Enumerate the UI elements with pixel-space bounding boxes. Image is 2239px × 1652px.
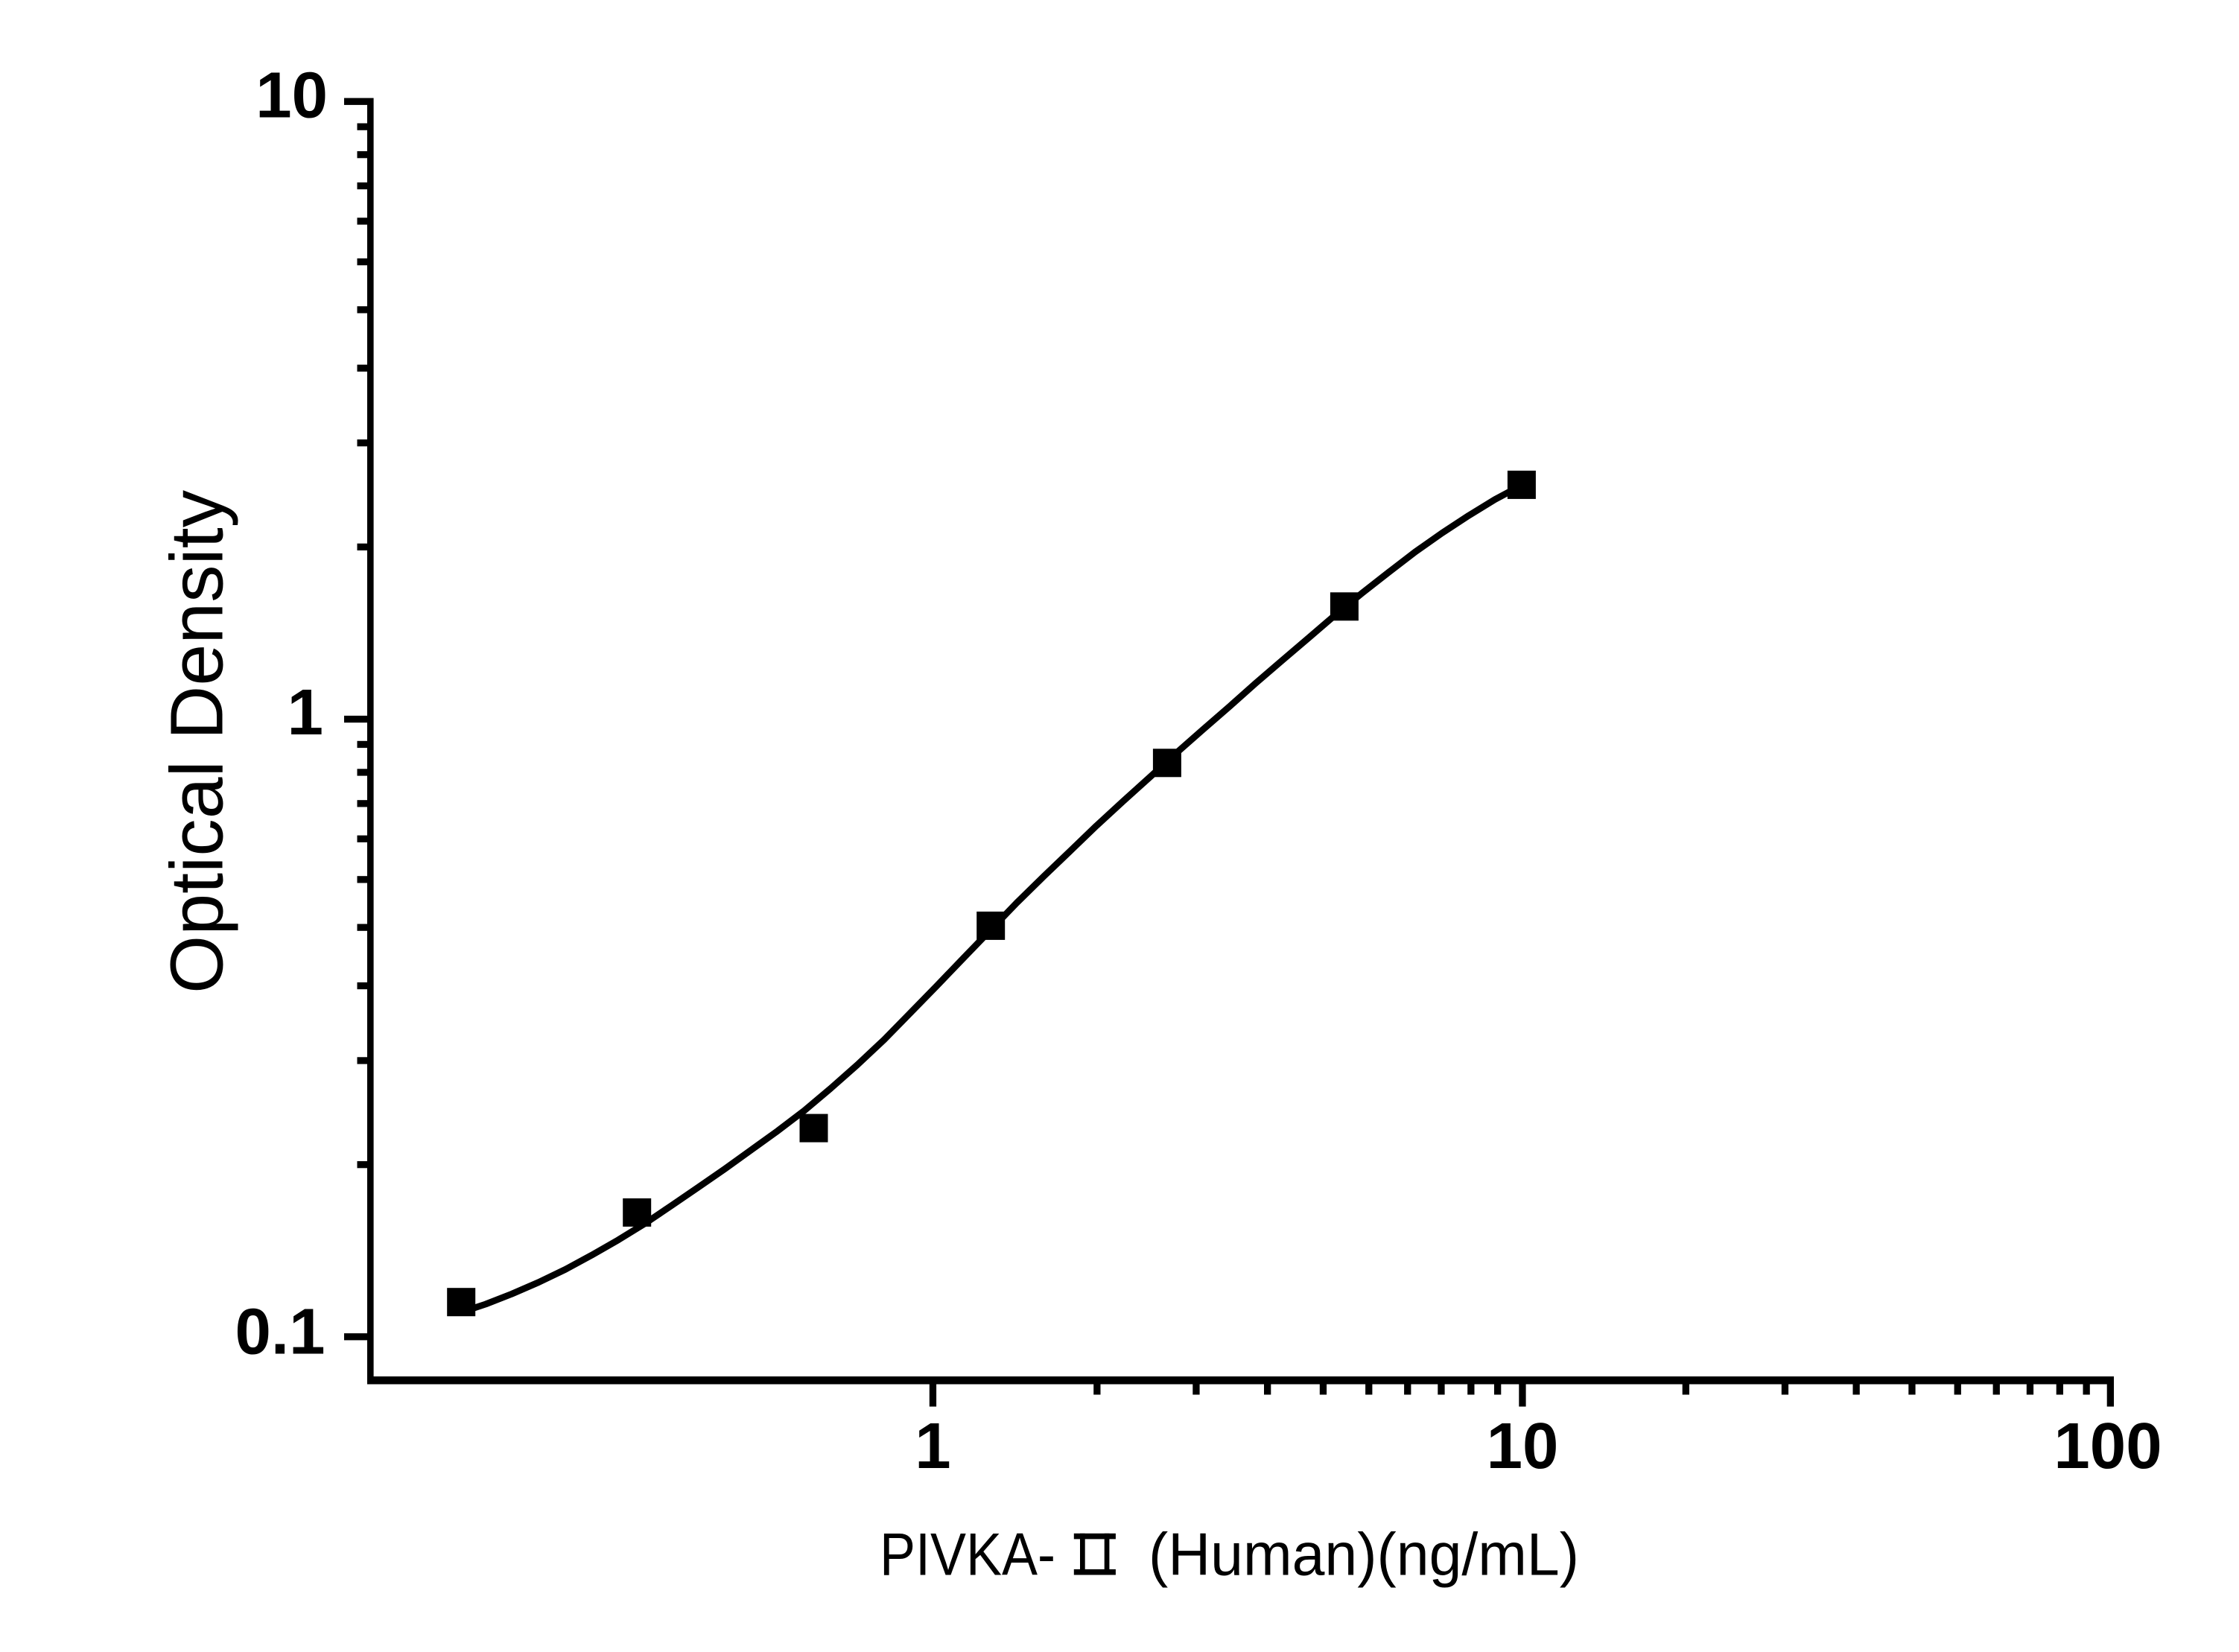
svg-text:0.1: 0.1	[235, 1295, 325, 1367]
svg-text:10: 10	[1487, 1410, 1559, 1482]
svg-text:10: 10	[255, 59, 328, 131]
svg-text:1: 1	[915, 1410, 950, 1482]
svg-text:1: 1	[288, 676, 323, 749]
svg-text:Optical Density: Optical Density	[156, 490, 239, 994]
svg-text:(Human)(ng/mL): (Human)(ng/mL)	[1149, 1522, 1579, 1589]
svg-text:100: 100	[2054, 1410, 2162, 1482]
svg-text:PIVKA-: PIVKA-	[880, 1522, 1055, 1589]
